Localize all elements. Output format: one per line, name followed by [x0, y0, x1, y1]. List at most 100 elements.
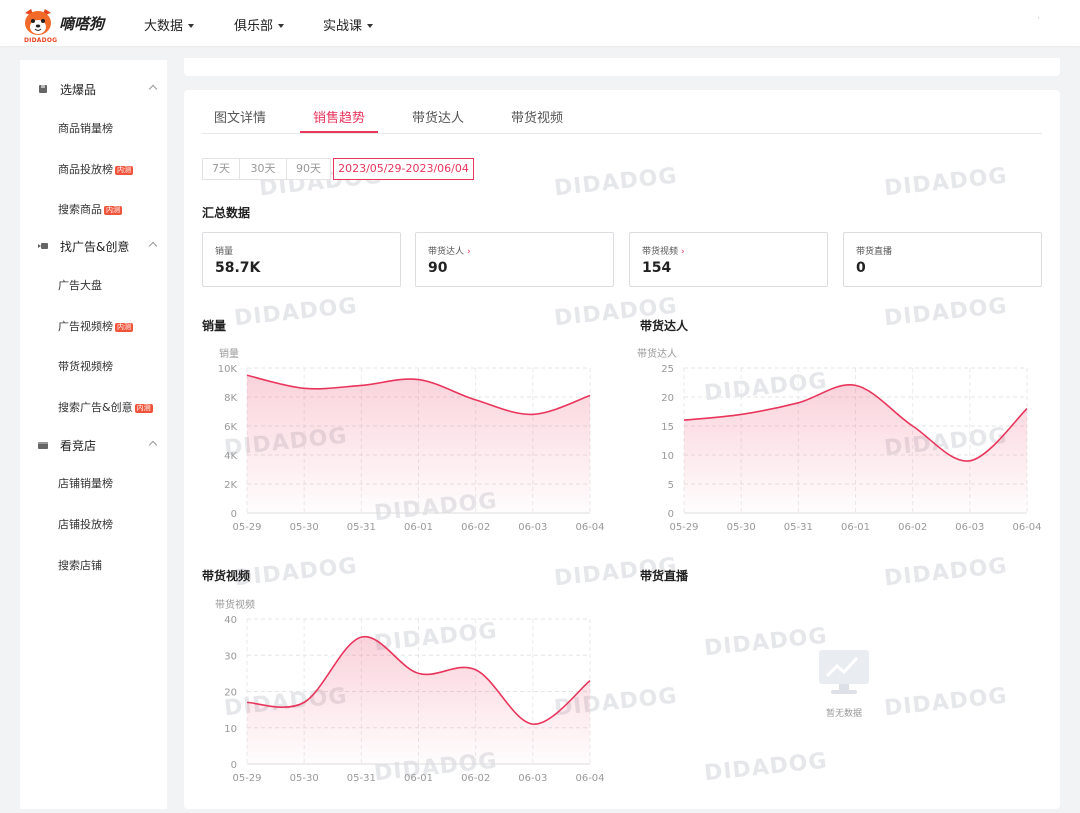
logo[interactable]: DIDADOG 嘀嗒狗	[22, 7, 132, 44]
sidebar-group-stores[interactable]: 看竞店	[38, 436, 158, 454]
tab-creators[interactable]: 带货达人	[412, 111, 465, 126]
stat-card-creators[interactable]: 带货达人 › 90	[415, 232, 614, 287]
series-area	[684, 384, 1027, 513]
nav-club[interactable]: 俱乐部	[234, 15, 285, 34]
chart-title-videos: 带货视频	[202, 569, 251, 583]
box-icon	[39, 85, 47, 93]
stat-value: 58.7K	[215, 260, 261, 276]
chevron-up-icon	[148, 84, 158, 94]
tab-videos[interactable]: 带货视频	[511, 111, 564, 126]
header-dot: ·	[1037, 14, 1040, 24]
nav-big-data[interactable]: 大数据	[144, 15, 195, 34]
dog-logo-icon	[25, 9, 51, 35]
sidebar-item-ad-videos[interactable]: 广告视频榜 内测	[58, 318, 133, 334]
y-tick-label: 20	[661, 393, 674, 404]
chevron-up-icon	[148, 440, 158, 450]
sidebar-item-product-ads[interactable]: 商品投放榜 内测	[58, 161, 133, 177]
top-header: DIDADOG 嘀嗒狗 大数据 俱乐部 实战课 ·	[0, 0, 1080, 46]
sidebar-item-search-ads[interactable]: 搜索广告&创意 内测	[58, 399, 153, 415]
x-tick-label: 06-04	[575, 522, 604, 533]
sidebar-item-search-stores[interactable]: 搜索店铺	[58, 557, 102, 573]
tab-graphic-details[interactable]: 图文详情	[214, 111, 267, 126]
y-tick-label: 0	[231, 760, 237, 771]
stat-card-videos[interactable]: 带货视频 › 154	[629, 232, 828, 287]
sidebar-item-search-products[interactable]: 搜索商品 内测	[58, 201, 122, 217]
caret-down-icon	[188, 24, 195, 28]
y-tick-label: 10K	[218, 364, 238, 375]
sidebar-item-label: 带货视频榜	[58, 360, 113, 373]
x-tick-label: 05-29	[232, 522, 261, 533]
sidebar-item-label: 广告大盘	[58, 279, 102, 292]
x-tick-label: 06-03	[955, 522, 984, 533]
range-7-days[interactable]: 7天	[202, 158, 240, 180]
watermark: DIDADOG	[883, 163, 1009, 202]
y-axis-label: 带货视频	[215, 598, 255, 611]
x-tick-label: 05-31	[347, 522, 376, 533]
date-range-picker[interactable]: 2023/05/29-2023/06/04	[333, 158, 474, 180]
info-card-bottom	[184, 58, 1060, 76]
sidebar-group-products[interactable]: 选爆品	[38, 80, 158, 98]
sidebar-item-store-ads[interactable]: 店铺投放榜	[58, 516, 113, 532]
watermark: DIDADOG	[883, 553, 1009, 592]
x-tick-label: 05-31	[347, 773, 376, 784]
x-tick-label: 06-02	[898, 522, 927, 533]
x-tick-label: 06-01	[404, 522, 433, 533]
y-tick-label: 10	[224, 724, 237, 735]
x-tick-label: 06-04	[1012, 522, 1041, 533]
y-tick-label: 30	[224, 651, 237, 662]
x-tick-label: 05-30	[727, 522, 756, 533]
sidebar-group-label: 选爆品	[60, 83, 97, 97]
chart-svg: 销量 0 2K 4K 6K 8K 10K 05-29 05-30 05-31 06-01 06-02 0…	[218, 347, 605, 533]
watermark: DIDADOG	[703, 748, 829, 787]
videos-chart: 带货视频 0 10 20 30 40 05-29 05-30 05-31 06-01 06-02 06…	[184, 590, 614, 790]
nav-course[interactable]: 实战课	[323, 15, 374, 34]
sidebar-item-sales-videos[interactable]: 带货视频榜	[58, 358, 113, 374]
caret-down-icon	[278, 24, 285, 28]
y-tick-label: 0	[668, 509, 674, 520]
x-tick-label: 06-03	[518, 773, 547, 784]
chart-svg: 带货视频 0 10 20 30 40 05-29 05-30 05-31 06-01 06-02 06…	[215, 598, 605, 784]
watermark: DIDADOG	[703, 623, 829, 662]
chart-title-live: 带货直播	[640, 569, 689, 583]
sidebar-item-ad-overview[interactable]: 广告大盘	[58, 277, 102, 293]
sidebar-item-store-sales[interactable]: 店铺销量榜	[58, 475, 113, 491]
stat-label: 销量	[215, 247, 234, 257]
y-axis-label: 销量	[219, 347, 239, 360]
sidebar-item-label: 商品销量榜	[58, 122, 113, 135]
sidebar-item-product-sales[interactable]: 商品销量榜	[58, 120, 113, 136]
y-tick-label: 5	[668, 480, 674, 491]
stat-label: 带货达人 ›	[428, 247, 471, 257]
stat-value: 90	[428, 260, 448, 276]
chevron-up-icon	[148, 241, 158, 251]
x-tick-label: 06-02	[461, 773, 490, 784]
range-90-days[interactable]: 90天	[286, 158, 331, 180]
y-tick-label: 10	[661, 451, 674, 462]
watermark: DIDADOG	[553, 163, 679, 202]
tab-sales-trend[interactable]: 销售趋势	[313, 111, 366, 126]
series-line	[683, 384, 1028, 462]
x-tick-label: 06-02	[461, 522, 490, 533]
y-tick-label: 25	[661, 364, 674, 375]
sidebar-group-label: 找广告&创意	[60, 240, 130, 254]
sidebar-item-label: 搜索商品	[58, 203, 102, 216]
x-tick-label: 06-03	[518, 522, 547, 533]
beta-badge: 内测	[115, 323, 133, 332]
sidebar-item-label: 店铺销量榜	[58, 477, 113, 490]
sidebar-group-ads[interactable]: 找广告&创意	[38, 237, 158, 255]
sidebar-item-label: 广告视频榜	[58, 320, 113, 333]
range-30-days[interactable]: 30天	[239, 158, 287, 180]
series-area	[247, 375, 590, 513]
caret-down-icon	[367, 24, 374, 28]
stat-label: 带货视频 ›	[642, 247, 685, 257]
x-tick-label: 06-01	[404, 773, 433, 784]
creators-chart: 带货达人 0 5 10 15 20 25 05-29 05-30 05-31 06-01 06-02 0…	[622, 340, 1052, 540]
y-axis-label: 带货达人	[637, 347, 677, 360]
stat-value: 0	[856, 260, 866, 276]
x-tick-label: 05-30	[290, 773, 319, 784]
logo-subtext: DIDADOG	[24, 37, 58, 44]
chart-title-sales: 销量	[202, 319, 227, 333]
sidebar-item-label: 搜索广告&创意	[58, 401, 133, 414]
x-tick-label: 06-01	[841, 522, 870, 533]
sales-chart: 销量 0 2K 4K 6K 8K 10K 05-29 05-30 05-31 06-01 06-02 0…	[184, 340, 614, 540]
stat-value: 154	[642, 260, 672, 276]
